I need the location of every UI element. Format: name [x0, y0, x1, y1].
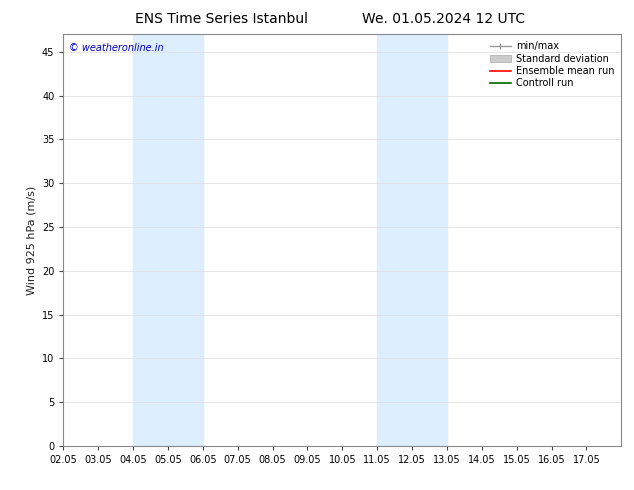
Bar [377, 34, 447, 446]
Text: ENS Time Series Istanbul: ENS Time Series Istanbul [136, 12, 308, 26]
Legend: min/max, Standard deviation, Ensemble mean run, Controll run: min/max, Standard deviation, Ensemble me… [488, 39, 616, 90]
Text: © weatheronline.in: © weatheronline.in [69, 43, 164, 52]
Y-axis label: Wind 925 hPa (m/s): Wind 925 hPa (m/s) [27, 186, 36, 294]
Text: We. 01.05.2024 12 UTC: We. 01.05.2024 12 UTC [362, 12, 526, 26]
Bar [133, 34, 203, 446]
